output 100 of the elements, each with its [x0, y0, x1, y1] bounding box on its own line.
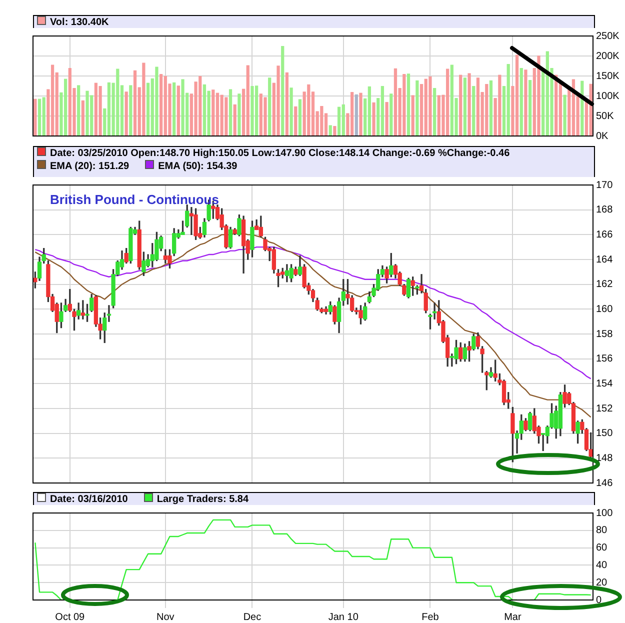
bar — [515, 54, 519, 136]
bar — [463, 78, 466, 136]
bar — [233, 104, 236, 136]
bar — [333, 126, 336, 136]
bar — [372, 102, 376, 136]
bar — [354, 94, 358, 136]
bar — [281, 46, 284, 136]
bar — [146, 82, 150, 136]
legend-label: EMA (20): 151.29 — [50, 161, 130, 172]
x-tick-label: Oct 09 — [55, 612, 86, 623]
bar — [246, 65, 250, 136]
bar — [476, 78, 480, 136]
bar — [142, 62, 146, 136]
y-tick-label: 250K — [596, 30, 620, 42]
bar — [528, 80, 532, 136]
bar — [506, 64, 510, 136]
y-tick-label: 200K — [596, 50, 620, 62]
bar — [432, 88, 436, 136]
bar — [290, 88, 293, 136]
y-tick-label: 170 — [596, 180, 614, 191]
y-tick-label: 158 — [596, 328, 614, 340]
bar — [459, 74, 462, 136]
bar — [176, 86, 180, 136]
text: Date: 03/16/2010 — [50, 494, 128, 505]
legend-label: EMA (50): 154.39 — [158, 161, 238, 172]
legend-label: Large Traders: 5.84 — [156, 494, 249, 505]
y-tick-label: 60 — [596, 542, 608, 554]
bar — [337, 106, 341, 136]
y-tick-label: 100 — [596, 508, 614, 519]
bar — [212, 90, 215, 136]
bar — [38, 98, 42, 136]
bar — [294, 106, 298, 136]
bar — [250, 86, 254, 136]
y-tick-label: 166 — [596, 229, 614, 240]
candlestick — [80, 300, 86, 320]
bar — [172, 82, 176, 136]
bar — [107, 82, 111, 136]
bar — [160, 74, 163, 136]
y-tick-label: 20 — [596, 577, 608, 588]
bar — [380, 86, 384, 136]
bar — [472, 86, 476, 136]
y-tick-label: 168 — [596, 204, 614, 216]
bar — [411, 95, 414, 136]
text: Date: 03/25/2010 Open:148.70 High:150.05 Low:147.90 Close:148.14 Change:-0.69 %Change:-0.46 — [50, 148, 510, 159]
bar — [220, 94, 224, 136]
y-tick-label: 154 — [596, 378, 614, 390]
text: British Pound - Continuous — [50, 192, 219, 207]
y-tick-label: 162 — [596, 279, 614, 290]
bar — [228, 89, 232, 136]
bar — [34, 98, 37, 136]
bar — [86, 90, 89, 136]
bar — [276, 66, 280, 136]
bar — [285, 72, 289, 136]
y-tick-label: 100K — [596, 90, 620, 102]
bar — [498, 74, 502, 136]
y-tick-label: 146 — [596, 478, 614, 489]
bar — [124, 92, 128, 136]
y-tick-label: 148 — [596, 452, 614, 464]
y-tick-label: 50K — [596, 110, 614, 122]
y-tick-label: 0 — [596, 594, 602, 606]
bar — [468, 73, 471, 136]
bar — [42, 97, 46, 136]
bar — [94, 82, 98, 136]
bar — [537, 56, 540, 136]
bar — [264, 97, 267, 136]
bar — [181, 79, 184, 136]
bar — [155, 66, 158, 136]
bar — [50, 64, 54, 136]
bar — [342, 104, 345, 136]
bar — [133, 70, 137, 136]
bar — [268, 78, 272, 136]
bar — [224, 97, 228, 136]
bar — [563, 94, 566, 136]
x-tick-label: Feb — [422, 612, 440, 623]
x-tick-label: Dec — [243, 612, 262, 623]
y-tick-label: 164 — [596, 254, 614, 266]
legend-label: Vol: 130.40K — [50, 17, 109, 28]
bar — [406, 74, 410, 136]
bar — [428, 76, 432, 136]
bar — [77, 85, 80, 136]
y-tick-label: 150K — [596, 70, 620, 82]
bar — [81, 100, 84, 136]
bar — [328, 125, 332, 136]
y-tick-label: 40 — [596, 560, 608, 571]
bar — [416, 80, 419, 136]
bar — [129, 85, 132, 136]
bar — [489, 80, 493, 136]
bar — [298, 99, 302, 136]
bar — [385, 102, 388, 136]
bar — [520, 68, 523, 136]
x-tick-label: Mar — [504, 612, 522, 623]
x-tick-label: Nov — [156, 612, 174, 623]
bar — [524, 70, 528, 136]
bar — [402, 74, 406, 136]
bar — [216, 92, 220, 136]
bar — [64, 78, 68, 136]
y-tick-label: 0K — [596, 130, 609, 142]
bar — [202, 84, 206, 136]
bar — [394, 68, 398, 136]
y-tick-label: 156 — [596, 354, 614, 365]
